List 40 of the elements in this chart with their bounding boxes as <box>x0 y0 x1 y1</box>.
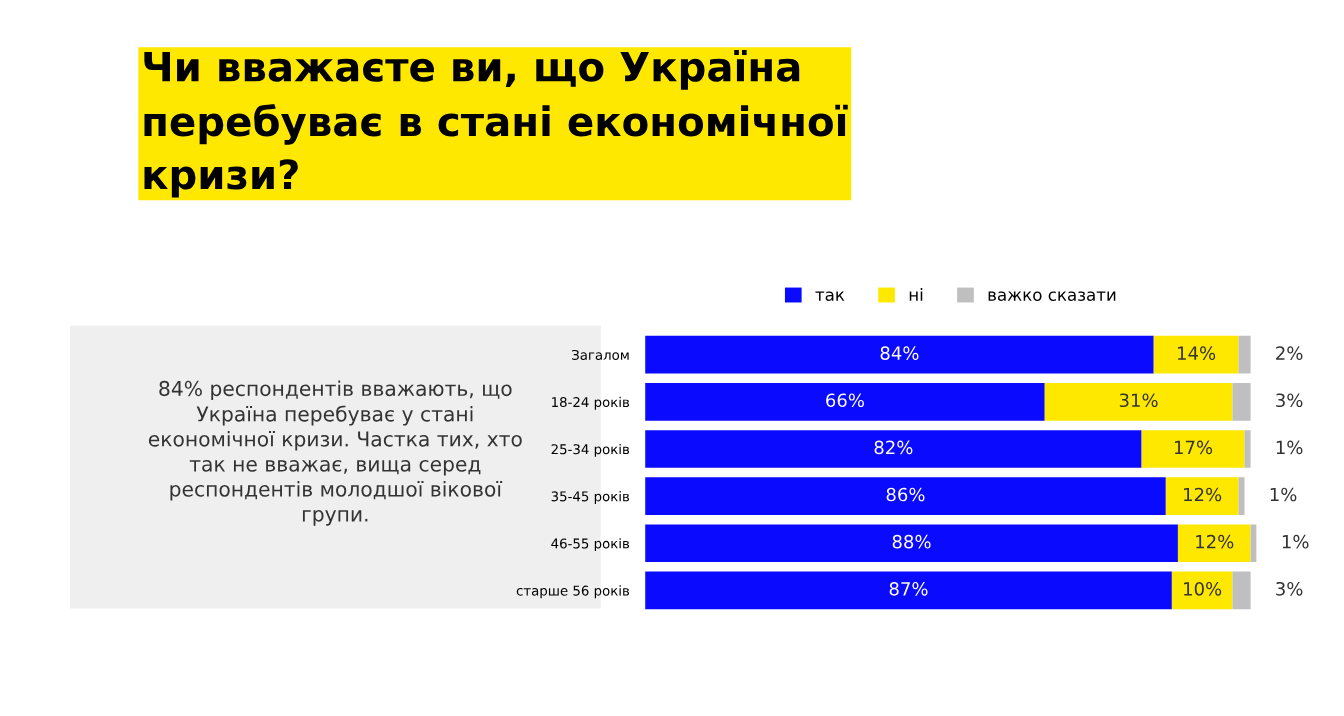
bar <box>1238 477 1245 515</box>
bar <box>1244 430 1251 468</box>
data-label: 87% <box>889 581 928 596</box>
bar <box>1165 477 1239 515</box>
bar <box>645 477 1166 515</box>
bar <box>1177 524 1251 563</box>
data-label: 84% <box>880 346 919 360</box>
bar <box>645 335 1154 374</box>
data-label: 14% <box>1178 346 1216 360</box>
bar <box>645 383 1045 421</box>
bar <box>1171 571 1233 610</box>
data-label: 88% <box>892 534 931 549</box>
data-label: 86% <box>886 487 925 502</box>
bar <box>645 430 1142 468</box>
legend-label: важко сказати <box>988 291 1116 301</box>
data-label: 3% <box>1276 581 1303 596</box>
data-label: 3% <box>1276 393 1303 408</box>
legend-label: так <box>815 291 845 301</box>
data-label: 66% <box>826 393 864 408</box>
bar <box>1232 571 1251 610</box>
data-label: 2% <box>1276 346 1303 360</box>
text: 84% респондентів вважають, що Україна перебуває у стані економічної кризи. Частка тих, хто так не вважає, вища серед респондентів молодшої вікової групи. <box>148 380 522 526</box>
bar <box>1141 430 1245 468</box>
data-label: 1% <box>1276 440 1303 455</box>
data-label: 82% <box>874 440 913 455</box>
data-label: 10% <box>1184 581 1222 596</box>
bar <box>645 524 1178 563</box>
bar <box>1238 335 1251 374</box>
bar <box>1232 383 1251 421</box>
data-label: 12% <box>1184 487 1222 502</box>
data-label: 31% <box>1119 393 1158 408</box>
bar <box>645 571 1172 610</box>
chart-title: Чи вважаєте ви, що Україна перебуває в стані економічної кризи? <box>144 50 848 198</box>
bar <box>1044 383 1233 421</box>
bar <box>1153 335 1239 374</box>
data-label: 17% <box>1174 440 1213 455</box>
data-label: 1% <box>1282 534 1309 549</box>
data-label: 1% <box>1270 487 1297 502</box>
legend-label: ні <box>909 288 923 301</box>
data-label: 12% <box>1196 534 1234 549</box>
